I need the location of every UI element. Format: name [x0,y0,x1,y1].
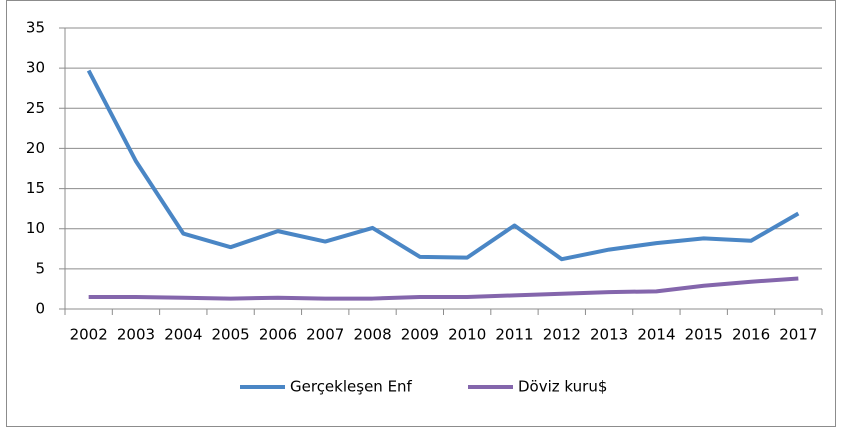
x-tick-label: 2016 [732,326,770,344]
x-tick-label: 2014 [637,326,675,344]
y-tick-label: 5 [35,259,45,277]
y-tick-label: 35 [26,19,45,37]
x-tick-label: 2015 [685,326,723,344]
x-tick-label: 2002 [70,326,108,344]
x-tick-label: 2012 [543,326,581,344]
x-tick-label: 2008 [353,326,391,344]
x-tick-label: 2011 [495,326,533,344]
chart-border [6,0,836,427]
series-line [88,276,799,301]
y-tick-label: 0 [35,300,45,318]
y-tick-label: 25 [26,99,45,117]
y-tick-label: 20 [26,139,45,157]
x-tick-label: 2006 [259,326,297,344]
y-tick-label: 15 [26,179,45,197]
x-tick-label: 2009 [401,326,439,344]
x-tick-label: 2007 [306,326,344,344]
x-tick-label: 2017 [779,326,817,344]
x-tick-label: 2013 [590,326,628,344]
series-line [86,69,800,262]
x-tick-label: 2010 [448,326,486,344]
x-tick-label: 2003 [117,326,155,344]
y-tick-label: 10 [26,219,45,237]
legend-label: Gerçekleşen Enf [290,378,413,396]
x-tick-label: 2005 [212,326,250,344]
x-tick-label: 2004 [164,326,202,344]
legend-label: Döviz kuru$ [518,378,607,396]
y-tick-label: 30 [26,59,45,77]
